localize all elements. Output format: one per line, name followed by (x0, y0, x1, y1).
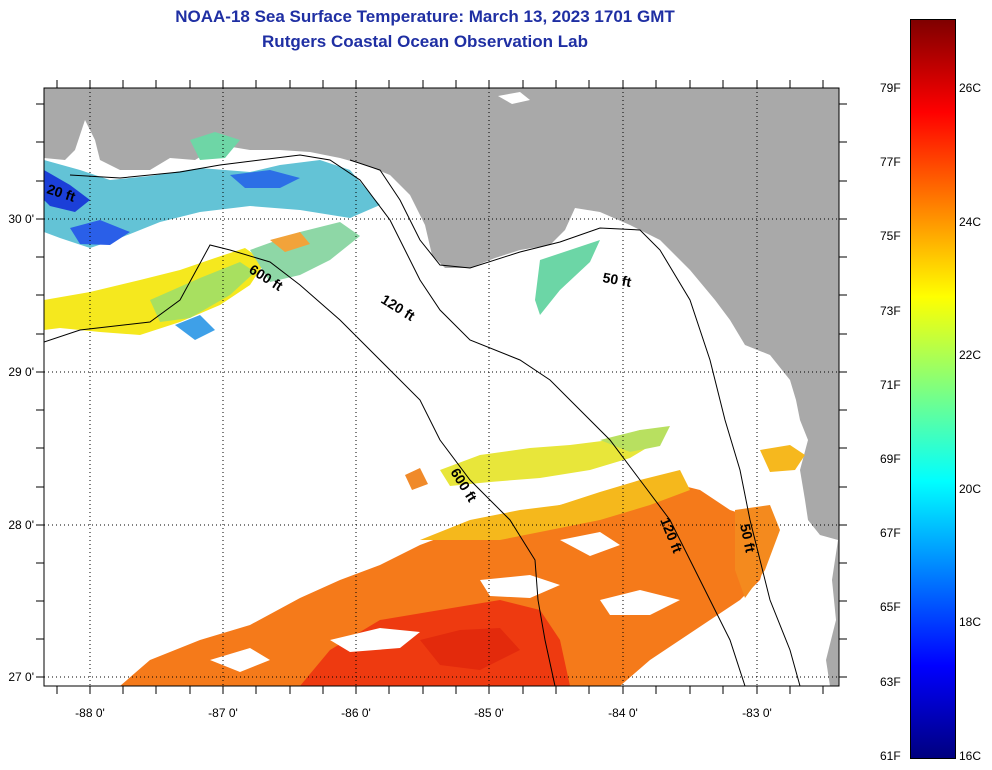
plot-border (43, 87, 840, 687)
contour-600ft (44, 244, 556, 686)
lon-tick-label: -88 0' (75, 706, 105, 720)
colorbar-c-label: 16C (959, 749, 982, 763)
colorbar-c-label: 22C (959, 348, 982, 362)
bathymetry-contours (44, 154, 801, 686)
colorbar-c-label: 20C (959, 482, 982, 496)
contour-50ft (349, 159, 801, 686)
colorbar-c-label: 18C (959, 615, 982, 629)
lon-tick-label: -84 0' (608, 706, 638, 720)
lat-tick-label: 28 0' (8, 518, 34, 532)
contour-label: 50 ft (601, 269, 632, 290)
contour-120ft (69, 154, 746, 686)
lat-tick-label: 29 0' (8, 365, 34, 379)
map-title: NOAA-18 Sea Surface Temperature: March 1… (175, 7, 675, 26)
lon-tick-label: -83 0' (742, 706, 772, 720)
land (44, 88, 839, 686)
map-subtitle: Rutgers Coastal Ocean Observation Lab (262, 32, 588, 51)
colorbar-f-label: 67F (880, 526, 901, 540)
lake (798, 535, 812, 560)
colorbar-f-label: 65F (880, 600, 901, 614)
colorbar-f-label: 61F (880, 749, 901, 763)
lon-tick-label: -85 0' (474, 706, 504, 720)
cloud-gaps (210, 532, 680, 672)
colorbar-f-label: 77F (880, 155, 901, 169)
colorbar-f-label: 69F (880, 452, 901, 466)
contour-label: 50 ft (737, 522, 759, 554)
ticks (36, 80, 847, 694)
lat-tick-label: 30 0' (8, 212, 34, 226)
colorbar-f-label: 63F (880, 675, 901, 689)
colorbar-f-label: 75F (880, 229, 901, 243)
sst-south-patches (120, 426, 805, 686)
colorbar-f-label: 73F (880, 304, 901, 318)
graticule (44, 88, 839, 686)
temperature-colorbar (910, 19, 956, 759)
lat-tick-label: 27 0' (8, 670, 34, 684)
colorbar-f-label: 79F (880, 81, 901, 95)
colorbar-c-label: 26C (959, 81, 982, 95)
lon-tick-label: -86 0' (341, 706, 371, 720)
lon-tick-label: -87 0' (208, 706, 238, 720)
colorbar-c-label: 24C (959, 215, 982, 229)
sst-north-patches (44, 132, 600, 340)
lake (498, 92, 530, 104)
colorbar-f-label: 71F (880, 378, 901, 392)
